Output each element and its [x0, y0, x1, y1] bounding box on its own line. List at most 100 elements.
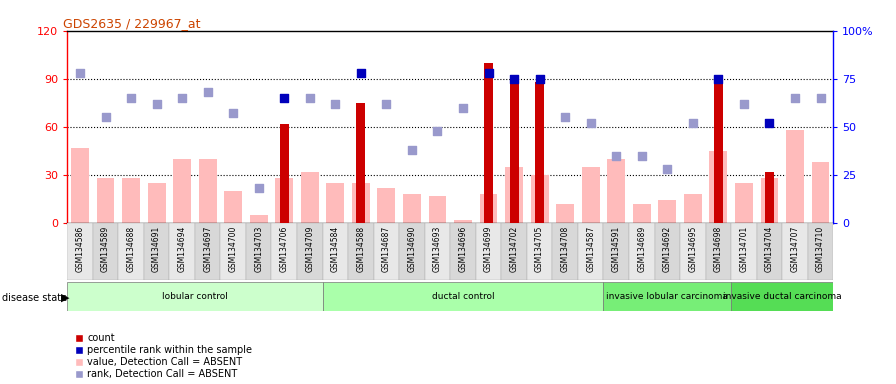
Bar — [428, 195, 446, 223]
Bar — [527, 223, 552, 280]
Bar — [731, 223, 756, 280]
Bar — [761, 178, 779, 223]
Bar — [454, 220, 472, 223]
Text: GDS2635 / 229967_at: GDS2635 / 229967_at — [64, 17, 201, 30]
Bar — [786, 130, 804, 223]
Point — [788, 95, 802, 101]
Text: GSM134588: GSM134588 — [357, 225, 366, 272]
Text: GSM134702: GSM134702 — [510, 225, 519, 272]
Bar — [71, 147, 89, 223]
Bar — [122, 178, 140, 223]
Bar — [604, 223, 629, 280]
Text: GSM134707: GSM134707 — [790, 225, 799, 272]
Text: ductal control: ductal control — [432, 292, 495, 301]
Bar — [451, 223, 476, 280]
Bar — [323, 282, 604, 311]
Bar — [352, 183, 370, 223]
Bar — [505, 167, 523, 223]
Text: GSM134696: GSM134696 — [459, 225, 468, 272]
Text: GSM134589: GSM134589 — [101, 225, 110, 272]
Point — [328, 101, 342, 107]
Point — [762, 120, 777, 126]
Text: GSM134704: GSM134704 — [765, 225, 774, 272]
Bar — [756, 223, 782, 280]
Point — [685, 120, 700, 126]
Bar — [714, 76, 723, 223]
Point — [456, 104, 470, 111]
Point — [814, 95, 828, 101]
Legend: count, percentile rank within the sample, value, Detection Call = ABSENT, rank, : count, percentile rank within the sample… — [74, 333, 253, 379]
Bar — [765, 172, 774, 223]
Point — [481, 70, 495, 76]
Text: invasive lobular carcinoma: invasive lobular carcinoma — [607, 292, 728, 301]
Text: GSM134705: GSM134705 — [535, 225, 544, 272]
Bar — [556, 204, 574, 223]
Text: GSM134699: GSM134699 — [484, 225, 493, 272]
Bar — [118, 223, 143, 280]
Bar — [812, 162, 830, 223]
Bar — [731, 282, 833, 311]
Bar — [425, 223, 450, 280]
Bar — [224, 191, 242, 223]
Text: GSM134689: GSM134689 — [637, 225, 646, 272]
Bar — [476, 223, 502, 280]
Bar — [654, 223, 680, 280]
Point — [430, 127, 444, 134]
Text: GSM134591: GSM134591 — [612, 225, 621, 272]
Point — [354, 70, 368, 76]
Bar — [502, 223, 527, 280]
Bar — [67, 282, 323, 311]
Text: GSM134693: GSM134693 — [433, 225, 442, 272]
Point — [201, 89, 215, 95]
Bar — [582, 167, 599, 223]
Bar — [403, 194, 421, 223]
Bar — [633, 204, 650, 223]
Text: GSM134587: GSM134587 — [586, 225, 595, 272]
Bar — [271, 223, 297, 280]
Point — [660, 166, 675, 172]
Text: GSM134706: GSM134706 — [280, 225, 289, 272]
Point — [558, 114, 573, 120]
Point — [532, 76, 547, 82]
Point — [379, 101, 393, 107]
Bar — [710, 151, 728, 223]
Bar — [199, 159, 217, 223]
Bar — [169, 223, 194, 280]
Bar — [684, 194, 702, 223]
Point — [99, 114, 113, 120]
Bar — [604, 282, 731, 311]
Bar — [535, 82, 544, 223]
Bar — [530, 175, 548, 223]
Bar — [552, 223, 578, 280]
Point — [507, 76, 521, 82]
Bar — [659, 200, 676, 223]
Bar — [680, 223, 705, 280]
Bar — [323, 223, 348, 280]
Text: GSM134709: GSM134709 — [306, 225, 314, 272]
Bar — [706, 223, 731, 280]
Text: lobular control: lobular control — [162, 292, 228, 301]
Bar — [735, 183, 753, 223]
Bar — [280, 124, 289, 223]
Point — [277, 95, 291, 101]
Point — [609, 152, 624, 159]
Bar — [629, 223, 654, 280]
Point — [226, 110, 240, 116]
Bar — [349, 223, 374, 280]
Bar — [357, 103, 366, 223]
Text: GSM134690: GSM134690 — [408, 225, 417, 272]
Text: GSM134710: GSM134710 — [816, 225, 825, 272]
Point — [583, 120, 598, 126]
Text: GSM134694: GSM134694 — [177, 225, 186, 272]
Text: GSM134688: GSM134688 — [126, 225, 135, 272]
Bar — [97, 178, 115, 223]
Bar — [808, 223, 833, 280]
Point — [252, 185, 266, 191]
Bar — [326, 183, 344, 223]
Bar — [782, 223, 807, 280]
Bar — [250, 215, 268, 223]
Text: disease state: disease state — [2, 293, 67, 303]
Bar — [377, 187, 395, 223]
Bar — [400, 223, 425, 280]
Text: GSM134695: GSM134695 — [688, 225, 697, 272]
